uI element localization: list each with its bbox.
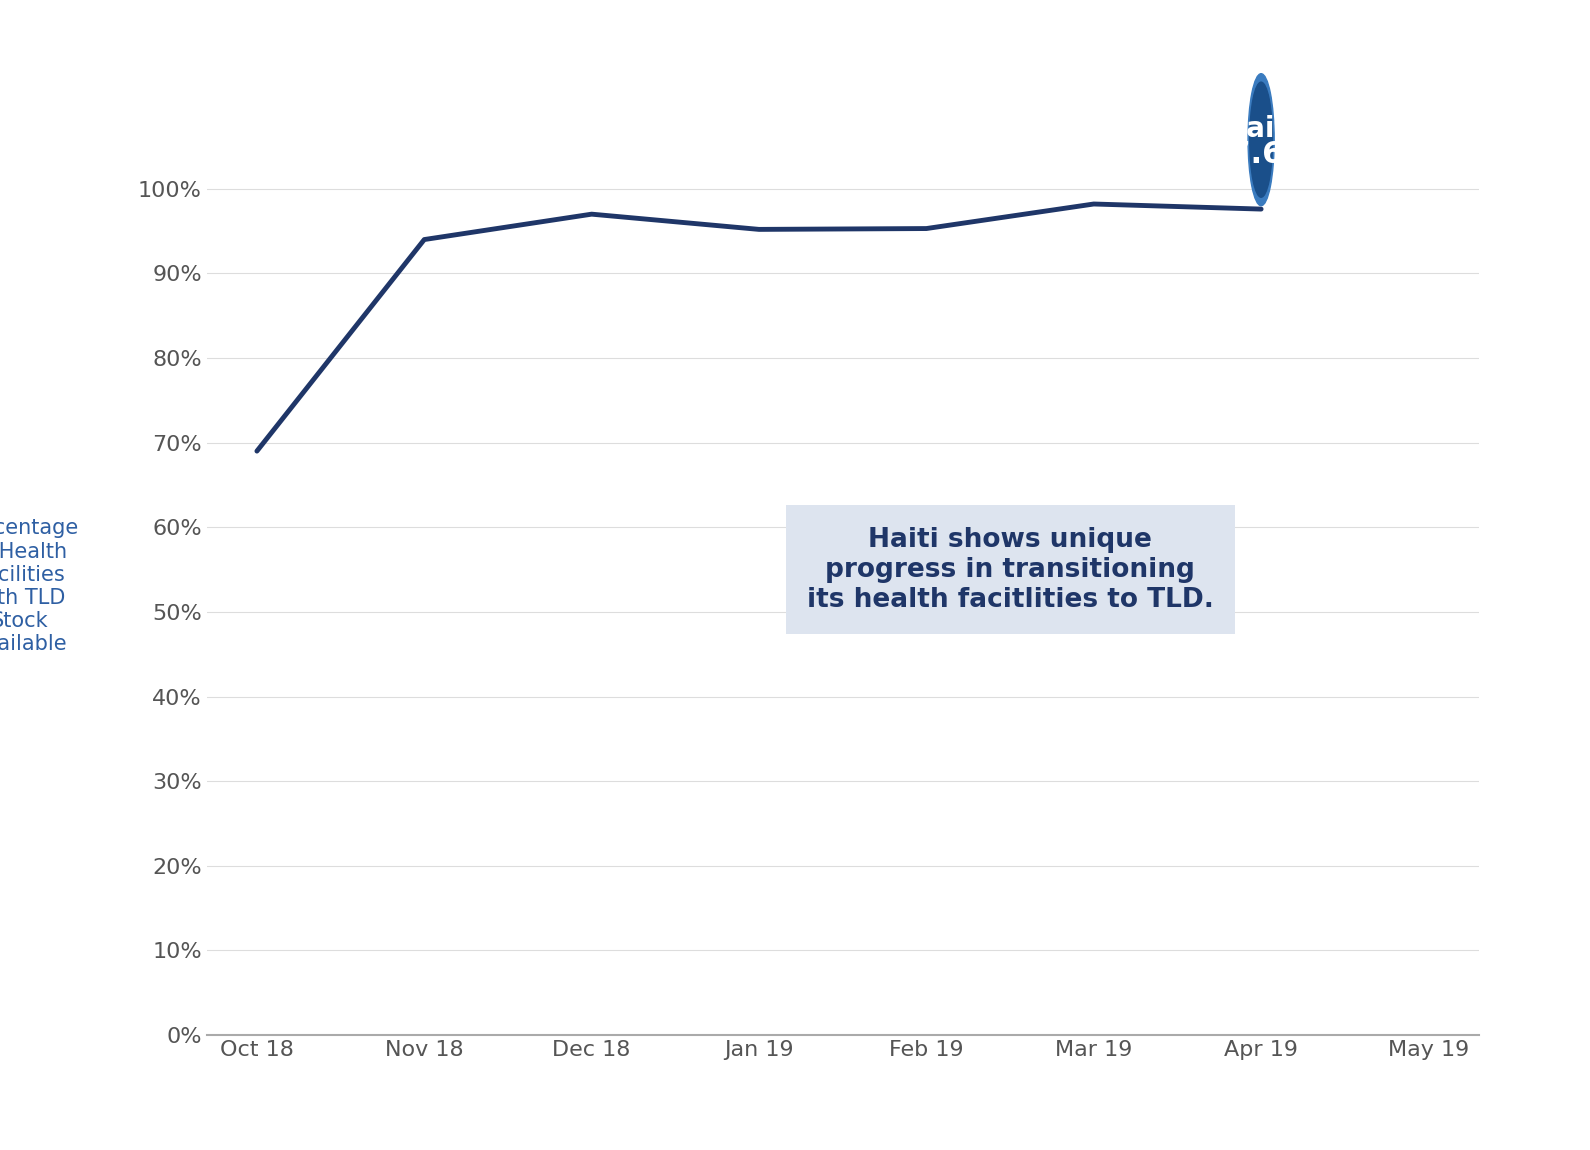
Circle shape xyxy=(1248,74,1274,206)
Circle shape xyxy=(1250,82,1272,198)
Text: 97.6%: 97.6% xyxy=(1208,139,1313,169)
Text: Haiti shows unique
progress in transitioning
its health facitlities to TLD.: Haiti shows unique progress in transitio… xyxy=(806,527,1213,613)
Text: Haiti: Haiti xyxy=(1224,115,1299,143)
Y-axis label: Percentage
of Health
Facilities
with TLD
Stock
Available: Percentage of Health Facilities with TLD… xyxy=(0,519,78,654)
